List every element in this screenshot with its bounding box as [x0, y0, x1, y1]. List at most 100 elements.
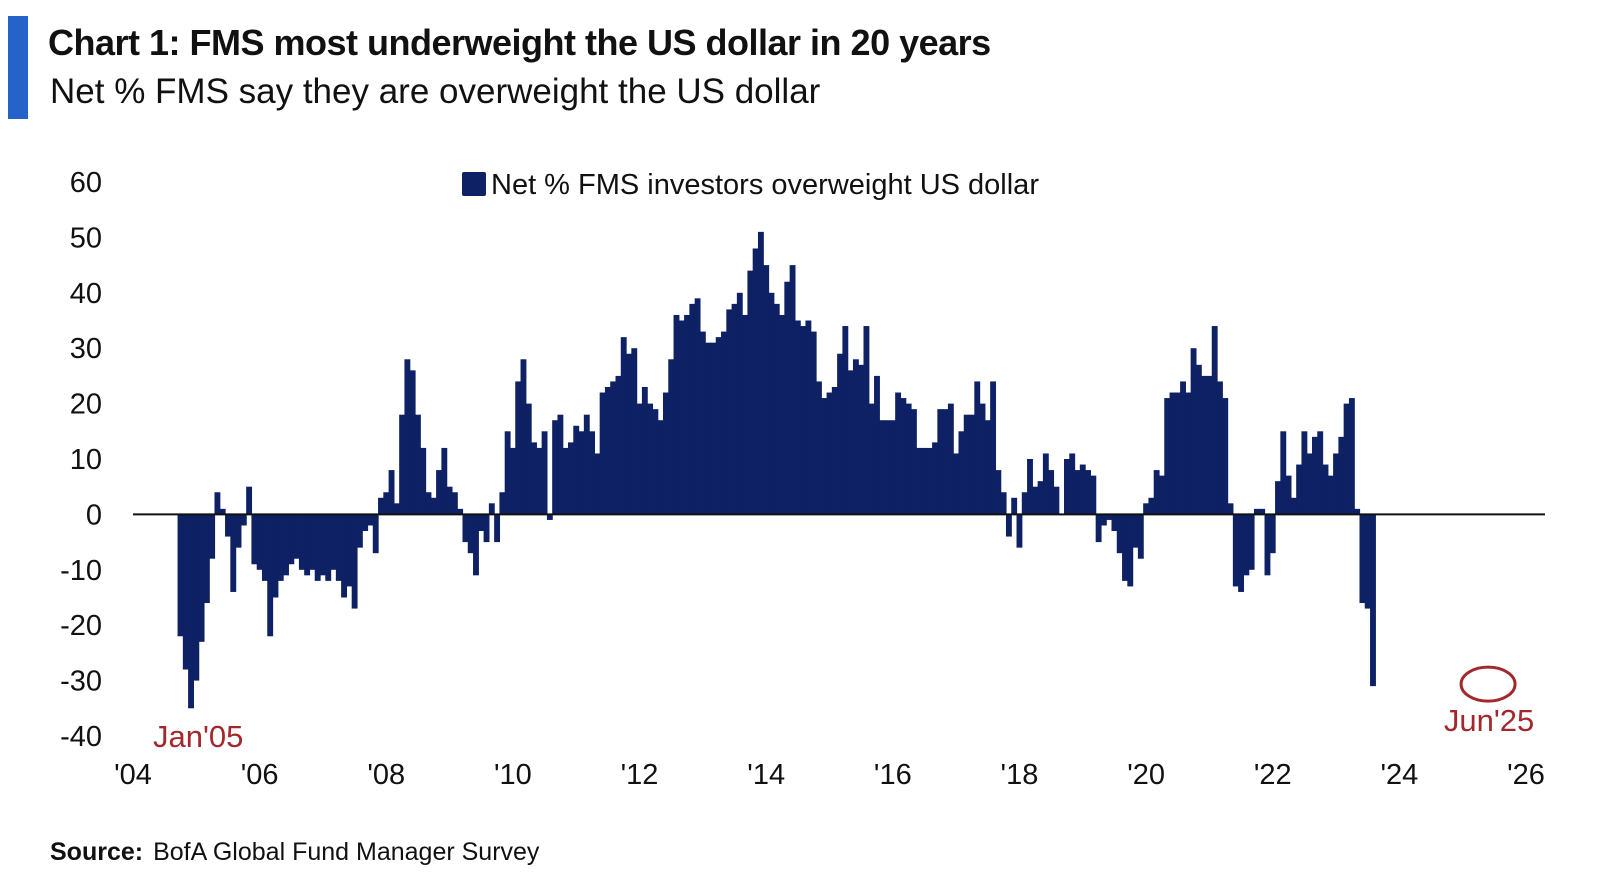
bar	[378, 497, 384, 515]
bar	[531, 442, 537, 515]
bar	[546, 514, 553, 520]
bar	[467, 514, 474, 554]
bar	[594, 453, 601, 515]
bar	[1074, 470, 1081, 515]
bar	[895, 392, 902, 515]
bar	[1317, 431, 1324, 515]
bar	[884, 420, 891, 515]
y-tick-label: -10	[60, 555, 102, 587]
bar	[736, 292, 743, 515]
bar	[320, 514, 326, 576]
bar	[225, 514, 231, 537]
legend-swatch	[462, 172, 486, 196]
x-tick-label: '06	[241, 759, 279, 791]
bar	[673, 314, 680, 515]
bar	[1364, 514, 1371, 609]
bar	[910, 409, 917, 515]
bar	[1253, 508, 1260, 515]
bar	[536, 447, 543, 515]
bar	[684, 314, 690, 515]
bar	[831, 386, 838, 515]
bar	[552, 420, 559, 515]
bar	[1306, 453, 1313, 515]
bar	[641, 386, 648, 515]
bar	[409, 370, 416, 515]
source-text: BofA Global Fund Manager Survey	[153, 838, 540, 866]
bar	[203, 514, 210, 604]
bar	[1095, 514, 1102, 543]
bar	[1301, 431, 1308, 515]
bar	[974, 381, 981, 515]
bar	[705, 342, 712, 515]
bar	[314, 514, 321, 581]
bar	[963, 414, 970, 515]
bar	[768, 292, 775, 515]
bar	[309, 514, 316, 570]
bar	[1032, 486, 1039, 515]
bar	[288, 514, 295, 565]
bar	[626, 353, 632, 515]
bar	[351, 514, 358, 609]
bar	[826, 392, 833, 515]
bar	[399, 414, 406, 515]
x-tick-label: '16	[874, 759, 912, 791]
bar	[325, 514, 332, 581]
bar	[837, 353, 843, 515]
bar	[1259, 508, 1266, 515]
bar	[1238, 514, 1245, 592]
y-tick-label: -40	[60, 721, 102, 753]
bar	[604, 386, 611, 515]
bar	[1190, 348, 1197, 515]
bar	[393, 503, 400, 515]
bar	[367, 514, 374, 526]
bar	[372, 514, 379, 554]
bar	[610, 381, 617, 515]
bar	[984, 420, 991, 515]
bar	[800, 326, 807, 515]
bar	[1064, 459, 1070, 515]
bar	[652, 409, 659, 515]
bar	[636, 403, 643, 515]
bar	[752, 248, 759, 515]
bar	[726, 309, 733, 515]
bar	[1227, 503, 1234, 515]
bar	[1153, 470, 1160, 515]
bar	[710, 342, 717, 515]
bar	[298, 514, 305, 570]
bar	[721, 331, 727, 515]
bar	[647, 403, 654, 515]
bar	[246, 486, 253, 515]
bar	[620, 337, 627, 515]
bar	[932, 442, 938, 515]
bar	[441, 447, 448, 515]
bar	[425, 492, 432, 515]
bar	[842, 326, 849, 515]
bar	[1248, 514, 1255, 570]
y-axis-ticks: 60 50 40 30 20 10 0 -10 -20 -30 -40	[60, 167, 102, 753]
bar	[784, 281, 791, 515]
bar	[1290, 497, 1297, 515]
bar	[504, 431, 511, 515]
bar	[198, 514, 205, 642]
bar-series	[177, 231, 1376, 709]
legend: Net % FMS investors overweight US dollar	[462, 169, 1039, 201]
x-tick-label: '14	[747, 759, 785, 791]
bar	[1158, 475, 1165, 515]
x-tick-label: '04	[114, 759, 152, 791]
bar	[1174, 392, 1181, 515]
bar	[900, 398, 907, 515]
y-tick-label: 60	[70, 167, 102, 199]
bar	[947, 403, 954, 515]
bar	[214, 492, 221, 515]
bar	[615, 375, 622, 515]
bar	[1185, 392, 1192, 515]
bar	[483, 514, 490, 543]
bar	[277, 514, 284, 581]
bar	[1195, 364, 1202, 515]
source-label: Source:	[50, 838, 144, 866]
chart-subtitle: Net % FMS say they are overweight the US…	[50, 72, 821, 111]
bar	[446, 486, 453, 515]
bar	[789, 265, 796, 515]
bar	[525, 403, 532, 515]
bar	[188, 514, 194, 709]
